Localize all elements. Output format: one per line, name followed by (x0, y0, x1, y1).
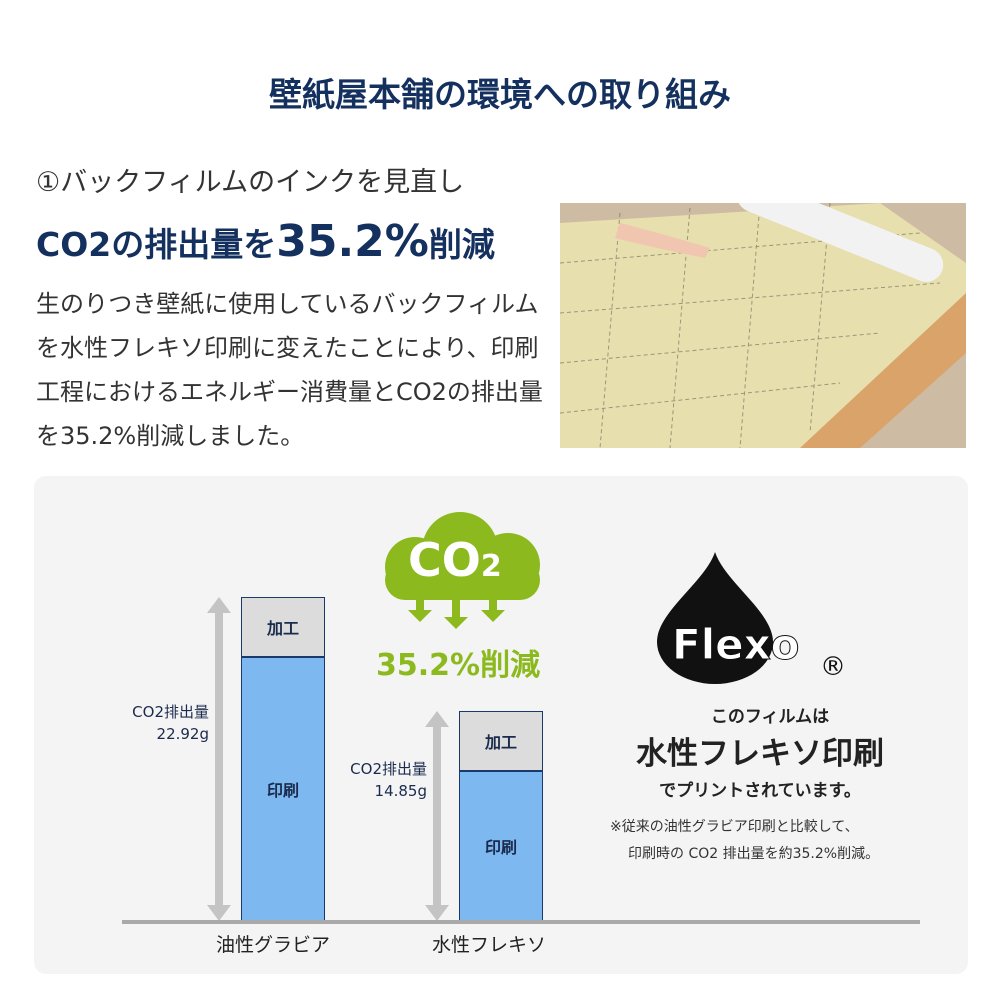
co2-cloud-icon: CO2 (370, 505, 550, 639)
total-label-line: 14.85g (374, 782, 427, 801)
arrow-head-down (425, 905, 449, 921)
total-label: CO2排出量 22.92g (89, 701, 209, 745)
category-label: 水性フレキソ (431, 934, 546, 956)
bar-segment-processing: 加工 (241, 597, 325, 657)
step-heading: ①バックフィルムのインクを見直し (36, 167, 465, 198)
page-title: 壁紙屋本舗の環境への取り組み (269, 75, 731, 114)
total-label-line: CO2排出量 (132, 703, 209, 721)
headline-value: 35.2% (276, 216, 429, 267)
headline-pre: CO2の排出量を (36, 225, 277, 264)
body-text: 生のりつき壁紙に使用しているバックフィルムを水性フレキソ印刷に変えたことにより、… (36, 290, 543, 450)
co2-text: CO (408, 533, 481, 587)
chart-baseline (122, 920, 920, 924)
total-label: CO2排出量 14.85g (307, 758, 427, 802)
total-label-line: CO2排出量 (350, 760, 427, 779)
flexo-line2: 水性フレキソ印刷 (636, 736, 884, 772)
flexo-note1: ※従来の油性グラビア印刷と比較して、 (610, 819, 859, 835)
flexo-line1: このフィルムは (710, 707, 830, 727)
registered-mark: ® (820, 652, 846, 682)
product-photo (560, 203, 966, 448)
arrow-head-up (425, 711, 449, 728)
headline: CO2の排出量を35.2%削減 (36, 216, 495, 267)
bar-segment-print: 印刷 (459, 771, 543, 921)
headline-post: 削減 (428, 225, 495, 264)
total-arrow (215, 611, 223, 907)
bar-segment-processing: 加工 (459, 711, 543, 772)
total-arrow (433, 725, 441, 907)
reduction-label: 35.2%削減 (376, 648, 541, 683)
co2-subscript: 2 (480, 549, 502, 584)
flexo-line3: でプリントされています。 (659, 781, 861, 801)
arrow-head-down (207, 905, 231, 921)
total-label-line: 22.92g (156, 725, 209, 743)
flexo-logo: Flexo (672, 620, 801, 670)
arrow-head-up (207, 597, 231, 613)
flexo-drop-icon (655, 552, 775, 688)
flexo-note2: 印刷時の CO2 排出量を約35.2%削減。 (628, 846, 880, 862)
bar-segment-print: 印刷 (241, 656, 325, 921)
category-label: 油性グラビア (215, 934, 330, 956)
